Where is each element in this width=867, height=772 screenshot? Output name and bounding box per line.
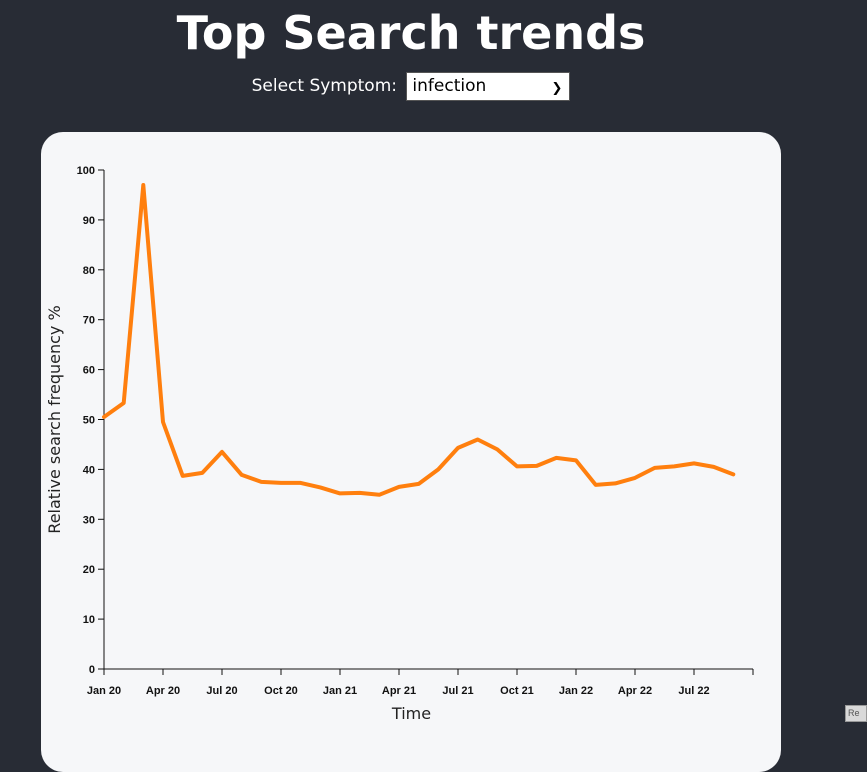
chevron-down-icon: ❯ <box>552 75 563 102</box>
y-tick-label: 20 <box>83 564 95 576</box>
symptom-select[interactable]: infection ❯ <box>406 72 570 101</box>
y-tick-label: 70 <box>83 315 95 327</box>
y-tick-label: 0 <box>89 664 95 676</box>
corner-button[interactable]: Re <box>845 705 867 722</box>
symptom-select-value: infection <box>412 76 486 96</box>
series-layer <box>104 185 733 495</box>
x-tick-label: Jan 21 <box>323 685 357 697</box>
x-tick-label: Oct 20 <box>264 685 298 697</box>
y-axis-label: Relative search frequency % <box>45 305 64 533</box>
x-tick-label: Apr 20 <box>146 685 180 697</box>
x-axis: Jan 20 Apr 20 Jul 20 Oct 20 Jan 21 Apr 21 Jul … <box>87 669 753 697</box>
x-tick-label: Jul 22 <box>678 685 709 697</box>
corner-button-label: Re <box>848 708 860 718</box>
x-tick-label: Jan 20 <box>87 685 121 697</box>
y-tick-label: 10 <box>83 614 95 626</box>
chart-card: 0 10 20 30 40 50 60 70 80 90 100 Jan 20 Apr 20 Jul 2… <box>41 132 781 772</box>
y-tick-label: 80 <box>83 265 95 277</box>
symptom-selector-row: Select Symptom: infection ❯ <box>0 70 822 102</box>
x-tick-label: Apr 21 <box>382 685 416 697</box>
page-title: Top Search trends <box>0 2 822 64</box>
y-tick-label: 30 <box>83 514 95 526</box>
x-tick-label: Jul 20 <box>206 685 237 697</box>
y-tick-label: 90 <box>83 215 95 227</box>
x-tick-label: Jan 22 <box>559 685 593 697</box>
y-tick-label: 50 <box>83 415 95 427</box>
y-tick-label: 40 <box>83 464 95 476</box>
y-tick-label: 100 <box>77 165 95 177</box>
y-tick-label: 60 <box>83 365 95 377</box>
series-line <box>104 185 733 495</box>
y-axis: 0 10 20 30 40 50 60 70 80 90 100 <box>77 165 104 676</box>
x-tick-label: Oct 21 <box>500 685 534 697</box>
x-tick-label: Jul 21 <box>442 685 473 697</box>
trend-line-chart: 0 10 20 30 40 50 60 70 80 90 100 Jan 20 Apr 20 Jul 2… <box>41 132 781 722</box>
x-axis-label: Time <box>391 704 431 722</box>
symptom-select-label: Select Symptom: <box>252 76 397 96</box>
x-tick-label: Apr 22 <box>618 685 652 697</box>
